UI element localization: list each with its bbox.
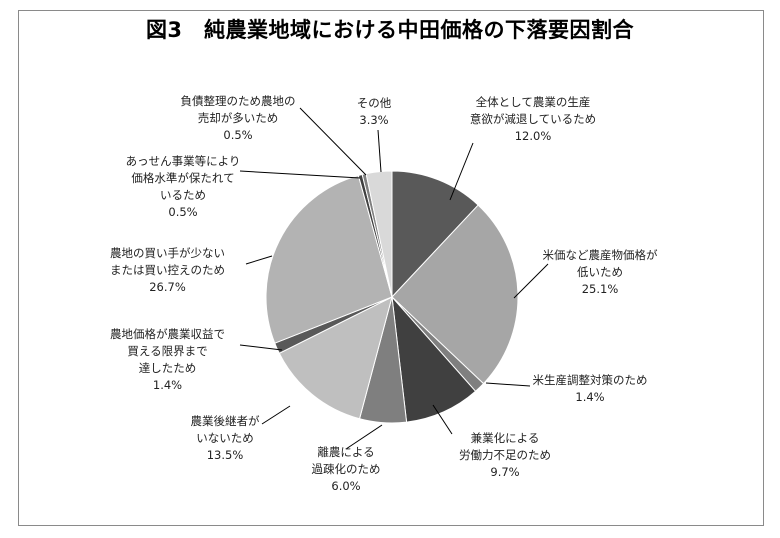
leader-line-0 (449, 142, 474, 201)
slice-label-4: 離農による 過疎化のため 6.0% (311, 445, 381, 493)
slice-label-6: 農地価格が農業収益で 買える限界まで 達したため 1.4% (110, 327, 225, 392)
slice-label-7: 農地の買い手が少ない または買い控えのため 26.7% (110, 246, 225, 294)
slice-label-9: 負債整理のため農地の 売却が多いため 0.5% (180, 94, 296, 142)
leader-line-8 (239, 170, 361, 179)
slice-label-3: 兼業化による 労働力不足のため 9.7% (459, 431, 551, 479)
pie-slice-3 (391, 295, 477, 423)
pie-slice-10 (365, 170, 393, 298)
leader-line-10 (377, 129, 382, 173)
leader-line-3 (432, 404, 453, 435)
slice-label-5: 農業後継者が いないため 13.5% (190, 414, 260, 462)
pie-slice-5 (278, 296, 393, 420)
pie-slice-7 (265, 174, 393, 344)
slice-label-2: 米生産調整対策のため 1.4% (532, 373, 648, 404)
chart-title: 図3 純農業地域における中田価格の下落要因割合 (145, 18, 635, 42)
leader-line-2 (485, 382, 531, 387)
slice-label-0: 全体として農業の生産 意欲が減退しているため 12.0% (469, 95, 597, 143)
leader-line-5 (261, 405, 291, 425)
slice-label-1: 米価など農産物価格が 低いため 25.1% (542, 248, 658, 296)
leader-line-4 (345, 424, 383, 450)
slice-label-8: あっせん事業等により 価格水準が保たれて いるため 0.5% (125, 154, 241, 219)
leader-line-9 (299, 107, 367, 176)
leader-line-6 (239, 344, 283, 351)
pie-slice-0 (391, 170, 479, 299)
leader-line-7 (245, 255, 273, 265)
leader-line-1 (513, 263, 549, 299)
slice-label-10: その他 3.3% (356, 96, 392, 127)
pie-slice-1 (391, 204, 519, 385)
